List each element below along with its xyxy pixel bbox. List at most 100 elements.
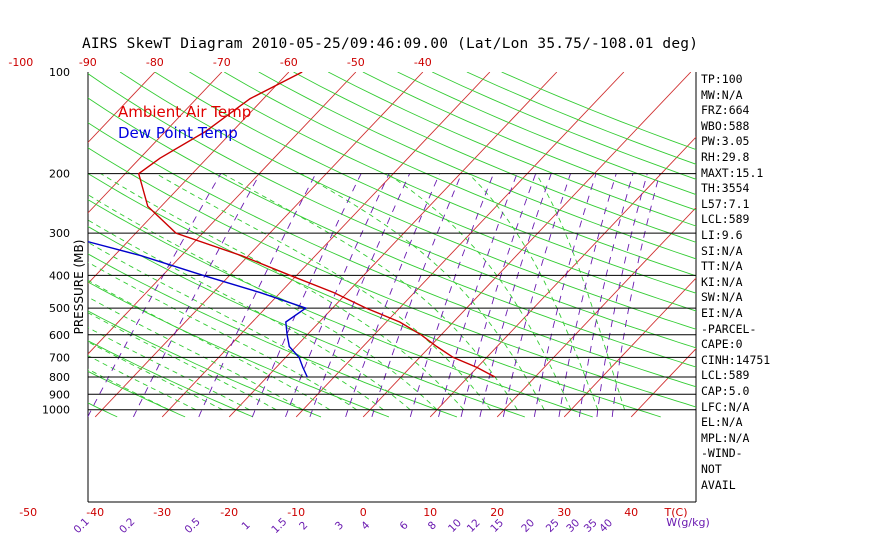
mixing-ratio-line: [345, 173, 441, 418]
bottom-temp-tick-label: 30: [557, 506, 571, 519]
pressure-tick-label: 900: [49, 388, 70, 401]
stability-index-item: EI:N/A: [701, 306, 743, 320]
stability-index-item: AVAIL: [701, 477, 736, 492]
mixing-ratio-label: 2: [297, 519, 310, 532]
dry-adiabat-line: [362, 72, 696, 211]
mixing-ratio-label: 8: [426, 519, 439, 532]
isotherm-line: [88, 72, 357, 355]
mixing-ratio-label: 4: [359, 519, 372, 532]
axis-labels: 1002003004005006007008009001000PRESSURE …: [8, 56, 709, 536]
mixing-ratio-label: 12: [465, 517, 483, 535]
dry-adiabat-line: [397, 72, 696, 196]
bottom-temp-tick-label: -10: [287, 506, 305, 519]
plot-frame: [87, 72, 697, 503]
dry-adiabat-line: [293, 72, 696, 243]
mixing-ratio-label: 30: [564, 517, 582, 535]
dry-adiabat-line: [0, 72, 49, 417]
stability-index-item: EL:N/A: [701, 415, 743, 430]
stability-index-item: MAXT:15.1: [701, 165, 764, 180]
dry-adiabat-line: [154, 72, 696, 312]
bottom-temp-tick-label: 20: [490, 506, 504, 519]
mixing-ratio-line: [460, 173, 537, 417]
legend-entry: Dew Point Temp: [118, 124, 238, 142]
isotherm-line: [88, 72, 223, 214]
mixing-ratio-line: [88, 173, 222, 418]
moist-adiabat-line: [88, 194, 438, 411]
mixing-ratio-label: 20: [519, 517, 537, 535]
moist-adiabat-line: [88, 341, 223, 411]
moist-adiabat-line: [155, 173, 491, 410]
stability-index-item: MPL:N/A: [701, 430, 750, 445]
stability-index-item: TH:3554: [701, 181, 750, 196]
profile-series: [88, 72, 496, 378]
moist-adiabat-line: [88, 219, 411, 411]
mixing-ratio-line: [409, 173, 494, 418]
moist-adiabat-line: [88, 368, 170, 411]
moist-adiabat-line: [88, 312, 277, 411]
stability-index-item: CAP:5.0: [701, 384, 750, 398]
stability-index-item: RH:29.8: [701, 150, 750, 164]
pressure-tick-label: 500: [49, 302, 70, 315]
moist-adiabat-line: [222, 173, 518, 410]
stability-index-item: LCL:589: [701, 212, 750, 227]
moist-adiabat-line: [88, 355, 196, 411]
dry-adiabat-line: [432, 72, 696, 180]
mixing-ratio-line: [479, 173, 552, 417]
stability-index-item: CINH:14751: [701, 352, 771, 367]
bottom-temp-tick-label: -30: [153, 506, 171, 519]
pressure-tick-label: 800: [49, 371, 70, 384]
chart-title: AIRS SkewT Diagram 2010-05-25/09:46:09.0…: [82, 36, 699, 52]
top-temp-tick-label: -90: [79, 56, 97, 69]
isotherm-line: [496, 206, 696, 418]
bottom-temp-tick-label: -50: [19, 506, 37, 519]
mixing-ratio-label: 3: [333, 519, 346, 532]
stability-index-item: SI:N/A: [701, 243, 743, 258]
stability-index-item: -WIND-: [701, 446, 743, 461]
dry-adiabat-line: [119, 72, 696, 330]
bottom-temp-tick-label: 10: [423, 506, 437, 519]
mixing-ratio-line: [371, 173, 462, 418]
isotherm-line: [228, 72, 558, 418]
isotherm-line: [630, 348, 696, 418]
moist-adiabat-line: [88, 261, 357, 411]
mixing-ratio-label: 1: [240, 519, 253, 532]
dry-adiabat-line: [88, 199, 593, 418]
mixing-ratio-line: [438, 173, 518, 418]
bottom-temp-tick-label: 40: [624, 506, 638, 519]
dry-adiabat-line: [88, 310, 322, 418]
dry-adiabats: [0, 72, 696, 418]
mixing-ratio-label: 15: [488, 517, 506, 535]
stability-index-item: FRZ:664: [701, 103, 750, 118]
bottom-temp-tick-label: -40: [86, 506, 104, 519]
mixing-ratio-lines: [88, 173, 661, 418]
moist-adiabat-line: [88, 241, 384, 411]
pressure-tick-label: 1000: [42, 404, 70, 417]
mixing-ratio-line: [611, 173, 661, 417]
isotherm-line: [563, 277, 696, 418]
dry-adiabat-line: [327, 72, 696, 227]
isotherm-line: [88, 72, 290, 285]
mixing-ratio-line: [285, 173, 390, 418]
dry-adiabat-line: [88, 147, 696, 408]
pressure-tick-label: 700: [49, 351, 70, 364]
mixing-ratio-line: [198, 173, 317, 418]
isotherm-line: [88, 72, 156, 144]
dry-adiabat-line: [189, 72, 696, 294]
mixing-ratio-line: [502, 173, 571, 417]
top-temp-tick-label: -50: [347, 56, 365, 69]
isotherm-line: [0, 72, 21, 417]
moist-adiabat-line: [468, 173, 599, 410]
mixing-ratio-line: [251, 173, 362, 418]
stability-index-item: L57:7.1: [701, 196, 750, 211]
isotherm-line: [161, 72, 491, 418]
isotherm-line: [429, 136, 696, 418]
mixing-ratio-label: 0.2: [117, 516, 137, 536]
stability-index-item: NOT: [701, 462, 722, 476]
dry-adiabat-line: [88, 97, 696, 368]
pressure-lines: [88, 173, 696, 411]
mixing-ratio-line: [558, 173, 617, 417]
stability-index-item: PW:3.05: [701, 134, 750, 149]
mixing-ratio-line: [132, 173, 261, 418]
pressure-tick-label: 100: [49, 66, 70, 79]
